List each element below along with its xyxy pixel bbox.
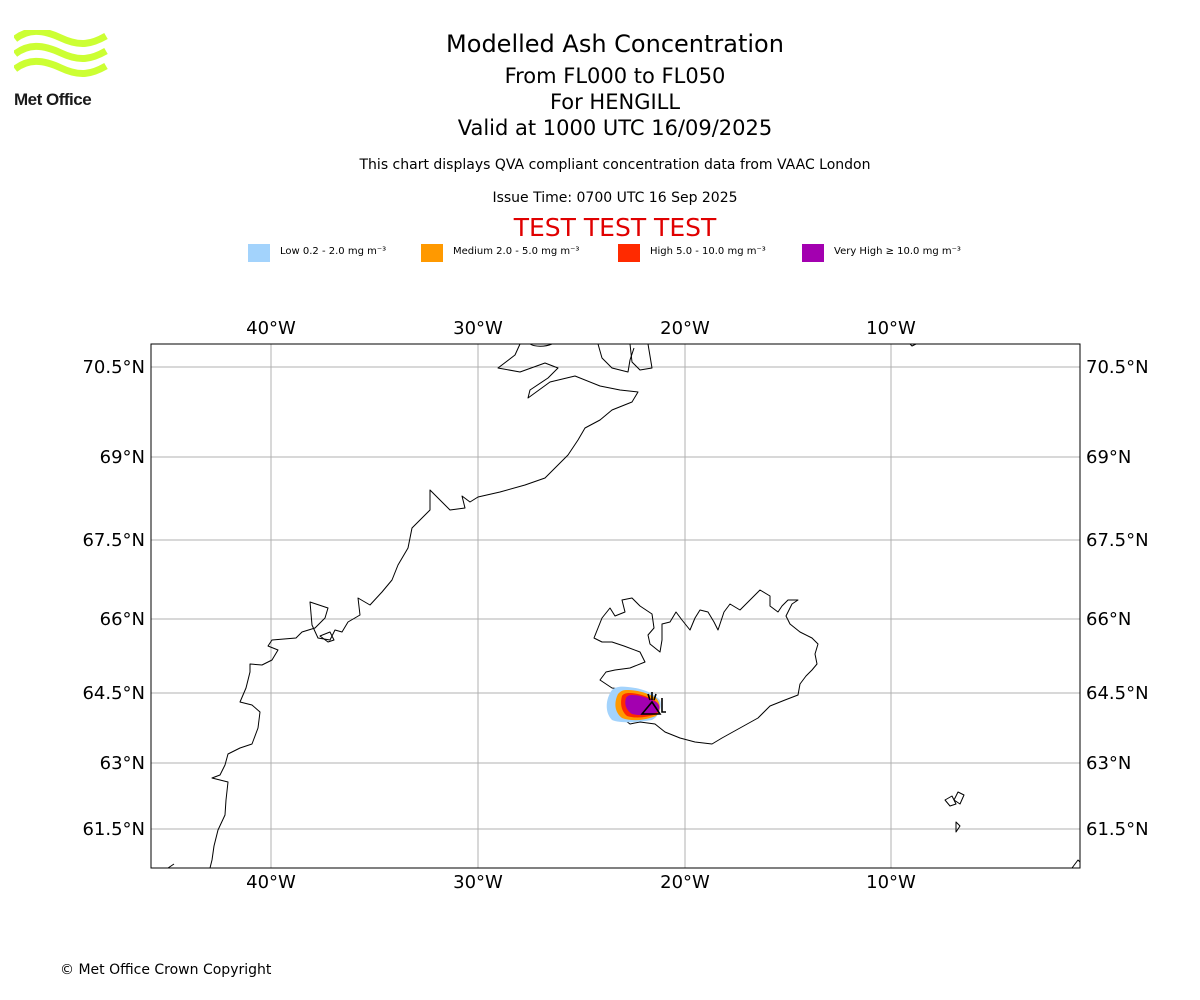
lat-label-right-66n: 66°N bbox=[1086, 609, 1131, 630]
volcano-symbol-icon bbox=[640, 692, 666, 715]
lat-label-right-70-5n: 70.5°N bbox=[1086, 357, 1149, 378]
latitude-labels-right: 70.5°N 69°N 67.5°N 66°N 64.5°N 63°N 61.5… bbox=[1086, 357, 1149, 840]
lon-label-bottom-30w: 30°W bbox=[453, 872, 503, 893]
lat-label-right-61-5n: 61.5°N bbox=[1086, 819, 1149, 840]
legend-label-very-high: Very High ≥ 10.0 mg m⁻³ bbox=[834, 246, 961, 257]
compliance-note: This chart displays QVA compliant concen… bbox=[359, 157, 871, 173]
lat-label-right-64-5n: 64.5°N bbox=[1086, 683, 1149, 704]
lat-label-left-69n: 69°N bbox=[100, 447, 145, 468]
map-frame bbox=[150, 343, 1081, 869]
coastlines bbox=[167, 343, 1081, 869]
norway-fragment bbox=[1071, 859, 1081, 869]
longitude-labels-bottom: 40°W 30°W 20°W 10°W bbox=[246, 872, 916, 893]
lat-label-left-63n: 63°N bbox=[100, 753, 145, 774]
legend-label-medium: Medium 2.0 - 5.0 mg m⁻³ bbox=[453, 246, 580, 257]
logo-text: Met Office bbox=[14, 90, 92, 109]
greenland-southtip bbox=[167, 863, 175, 869]
longitude-labels-top: 40°W 30°W 20°W 10°W bbox=[246, 318, 916, 339]
greenland-islet bbox=[319, 631, 335, 643]
valid-time: Valid at 1000 UTC 16/09/2025 bbox=[457, 116, 773, 140]
legend-label-low: Low 0.2 - 2.0 mg m⁻³ bbox=[280, 246, 387, 257]
lat-label-right-63n: 63°N bbox=[1086, 753, 1131, 774]
lon-label-bottom-10w: 10°W bbox=[866, 872, 916, 893]
ash-area-very-high bbox=[625, 695, 660, 716]
test-banner: TEST TEST TEST bbox=[513, 213, 717, 242]
faroe-islands bbox=[944, 791, 965, 833]
lat-label-right-69n: 69°N bbox=[1086, 447, 1131, 468]
met-office-waves-icon bbox=[12, 27, 108, 77]
lon-label-top-10w: 10°W bbox=[866, 318, 916, 339]
greenland-bay-2 bbox=[597, 343, 635, 373]
greenland-coastline bbox=[209, 343, 639, 869]
legend-swatch-high bbox=[618, 244, 640, 262]
lat-label-left-66n: 66°N bbox=[100, 609, 145, 630]
lon-label-bottom-40w: 40°W bbox=[246, 872, 296, 893]
lat-label-left-67-5n: 67.5°N bbox=[82, 530, 145, 551]
lon-label-bottom-20w: 20°W bbox=[660, 872, 710, 893]
issue-time: Issue Time: 0700 UTC 16 Sep 2025 bbox=[492, 190, 738, 206]
legend-swatch-medium bbox=[421, 244, 443, 262]
lon-label-top-30w: 30°W bbox=[453, 318, 503, 339]
copyright-notice: © Met Office Crown Copyright bbox=[60, 962, 272, 978]
volcano-name: For HENGILL bbox=[549, 90, 681, 114]
latitude-labels-left: 70.5°N 69°N 67.5°N 66°N 64.5°N 63°N 61.5… bbox=[82, 357, 145, 840]
lat-label-left-70-5n: 70.5°N bbox=[82, 357, 145, 378]
lon-label-top-40w: 40°W bbox=[246, 318, 296, 339]
greenland-bay-3 bbox=[629, 343, 653, 371]
legend-swatch-very-high bbox=[802, 244, 824, 262]
lat-label-right-67-5n: 67.5°N bbox=[1086, 530, 1149, 551]
map-gridlines bbox=[151, 344, 1080, 868]
lat-label-left-61-5n: 61.5°N bbox=[82, 819, 145, 840]
greenland-bay-1 bbox=[529, 343, 553, 347]
lon-label-top-20w: 20°W bbox=[660, 318, 710, 339]
jan-mayen-fragment bbox=[909, 343, 917, 347]
flight-levels: From FL000 to FL050 bbox=[504, 64, 726, 88]
chart-title: Modelled Ash Concentration bbox=[446, 30, 784, 58]
iceland-coastline bbox=[593, 589, 819, 745]
met-office-logo: Met Office bbox=[12, 27, 108, 112]
legend-swatch-low bbox=[248, 244, 270, 262]
lat-label-left-64-5n: 64.5°N bbox=[82, 683, 145, 704]
ash-areas bbox=[606, 686, 661, 723]
legend-label-high: High 5.0 - 10.0 mg m⁻³ bbox=[650, 246, 766, 257]
